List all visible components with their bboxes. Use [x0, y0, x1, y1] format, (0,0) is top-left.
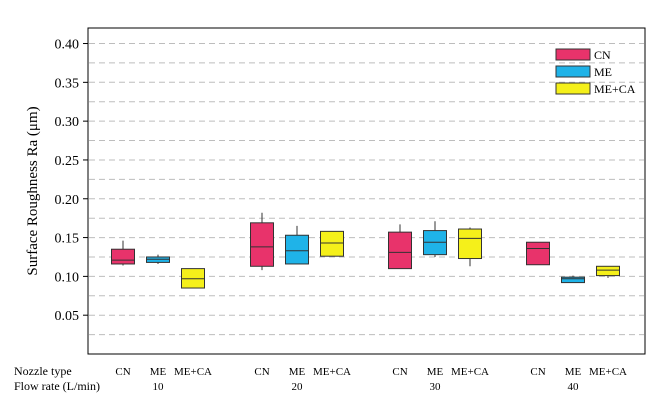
nozzle-type-label: CN [392, 366, 407, 378]
legend-label: CN [594, 48, 611, 62]
box-cn-40 [526, 241, 550, 266]
legend-label: ME+CA [594, 82, 636, 96]
box-body [561, 276, 585, 284]
flow-rate-label: 10 [153, 381, 165, 393]
y-tick-label: 0.30 [55, 115, 80, 130]
flow-rate-label: 20 [292, 381, 304, 393]
box-series [111, 212, 620, 289]
legend-swatch [555, 82, 591, 95]
flow-rate-row-label: Flow rate (L/min) [14, 379, 100, 393]
box-body [458, 228, 482, 260]
box-body [285, 234, 309, 265]
y-tick-label: 0.20 [55, 193, 80, 208]
nozzle-type-label: ME [427, 366, 444, 378]
y-axis-label: Surface Roughness Ra (μm) [25, 106, 41, 275]
y-tick-label: 0.35 [55, 76, 80, 91]
box-body [320, 230, 344, 257]
box-body [526, 241, 550, 266]
nozzle-type-label: ME+CA [313, 366, 351, 378]
y-tick-label: 0.10 [55, 270, 80, 285]
box-me-ca-10 [181, 268, 205, 289]
box-me-30 [423, 221, 447, 257]
nozzle-type-label: ME [289, 366, 306, 378]
legend-swatch [555, 48, 591, 61]
box-me-10 [146, 254, 170, 264]
plot-area-frame [87, 27, 646, 355]
box-body [388, 231, 412, 270]
box-me-ca-40 [596, 265, 620, 278]
nozzle-type-label: ME+CA [174, 366, 212, 378]
nozzle-type-row-label: Nozzle type [14, 364, 72, 378]
legend-swatch [555, 65, 591, 78]
flow-rate-label: 40 [568, 381, 580, 393]
y-tick-label: 0.15 [55, 232, 80, 247]
y-tick-label: 0.25 [55, 154, 80, 169]
box-body [250, 222, 274, 267]
box-me-40 [561, 275, 585, 284]
box-me-ca-30 [458, 227, 482, 267]
nozzle-type-label: CN [254, 366, 269, 378]
legend-label: ME [594, 65, 612, 79]
y-tick-label: 0.40 [55, 38, 80, 53]
box-cn-20 [250, 212, 274, 271]
nozzle-type-label: CN [530, 366, 545, 378]
box-body [111, 248, 135, 265]
nozzle-type-label: ME [565, 366, 582, 378]
y-tick-label: 0.05 [55, 309, 80, 324]
box-cn-30 [388, 224, 412, 270]
nozzle-type-label: CN [115, 366, 130, 378]
flow-rate-label: 30 [430, 381, 442, 393]
box-body [596, 265, 620, 277]
box-cn-10 [111, 240, 135, 266]
box-me-20 [285, 225, 309, 265]
legend: CN ME ME+CA [555, 48, 636, 96]
nozzle-type-label: ME+CA [451, 366, 489, 378]
x-axis-labels: CN ME ME+CA 10 CN ME ME+CA 20 CN ME ME+CA 30 CN ME ME+… [115, 366, 627, 393]
nozzle-type-label: ME+CA [589, 366, 627, 378]
y-axis: 0.05 0.10 0.15 0.20 0.25 0.30 0.35 0.40 [55, 38, 88, 324]
box-me-ca-20 [320, 230, 344, 257]
nozzle-type-label: ME [150, 366, 167, 378]
